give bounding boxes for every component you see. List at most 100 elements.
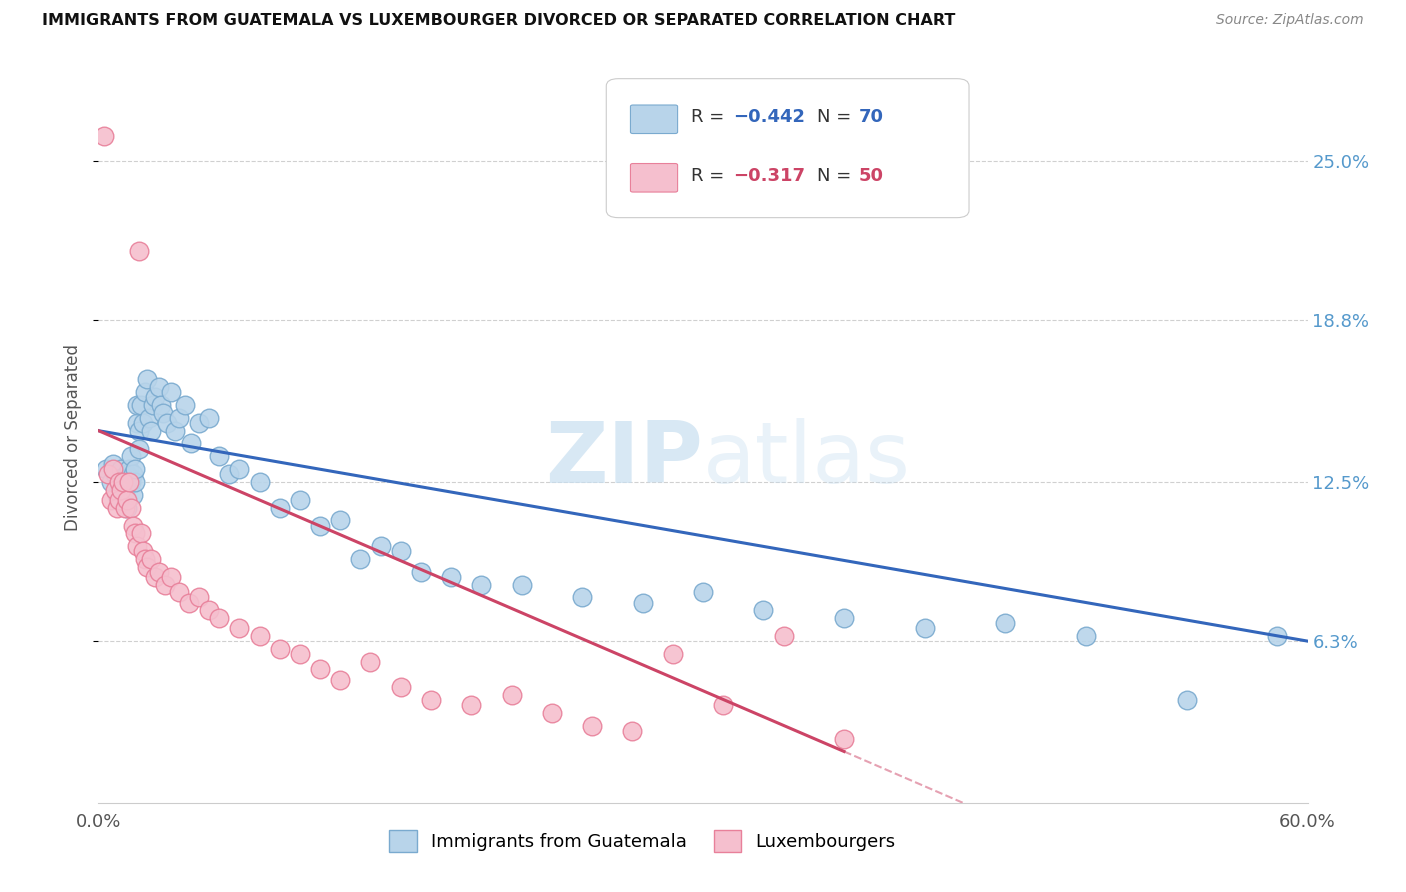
Point bbox=[125, 398, 148, 412]
Point bbox=[174, 398, 197, 412]
Point bbox=[121, 488, 143, 502]
Point bbox=[188, 416, 211, 430]
Point bbox=[135, 559, 157, 574]
Point bbox=[135, 372, 157, 386]
Point bbox=[621, 723, 644, 738]
Point bbox=[188, 591, 211, 605]
Point bbox=[103, 483, 125, 497]
Text: Source: ZipAtlas.com: Source: ZipAtlas.com bbox=[1216, 13, 1364, 28]
Point bbox=[1175, 693, 1198, 707]
Point bbox=[148, 380, 170, 394]
Point bbox=[96, 462, 118, 476]
Point bbox=[711, 698, 734, 713]
Point bbox=[103, 467, 125, 482]
Point bbox=[208, 611, 231, 625]
Point bbox=[111, 480, 134, 494]
Text: −0.442: −0.442 bbox=[734, 109, 806, 127]
Point bbox=[832, 731, 855, 746]
Point bbox=[288, 647, 311, 661]
Point bbox=[156, 416, 179, 430]
FancyBboxPatch shape bbox=[630, 105, 678, 134]
Point bbox=[107, 475, 129, 489]
Text: −0.317: −0.317 bbox=[734, 167, 806, 185]
Point bbox=[152, 406, 174, 420]
Point bbox=[129, 398, 152, 412]
Point bbox=[118, 475, 141, 489]
Point bbox=[167, 410, 190, 425]
Point bbox=[114, 491, 136, 505]
Text: 70: 70 bbox=[859, 109, 884, 127]
Text: R =: R = bbox=[690, 167, 730, 185]
Point bbox=[107, 492, 129, 507]
Point bbox=[409, 565, 432, 579]
Point bbox=[752, 603, 775, 617]
FancyBboxPatch shape bbox=[606, 78, 969, 218]
Point bbox=[132, 544, 155, 558]
Point bbox=[269, 641, 291, 656]
Point bbox=[100, 475, 122, 489]
Point bbox=[994, 616, 1017, 631]
Point bbox=[97, 467, 120, 482]
Point bbox=[118, 470, 141, 484]
Point bbox=[269, 500, 291, 515]
Point bbox=[105, 500, 128, 515]
Point bbox=[309, 518, 332, 533]
Point bbox=[389, 681, 412, 695]
Point bbox=[115, 492, 138, 507]
Point bbox=[288, 492, 311, 507]
Point bbox=[349, 552, 371, 566]
Point bbox=[120, 500, 142, 515]
Point bbox=[124, 475, 146, 489]
Point bbox=[661, 647, 683, 661]
Point bbox=[138, 410, 160, 425]
Point bbox=[148, 565, 170, 579]
Point bbox=[832, 611, 855, 625]
Point bbox=[460, 698, 482, 713]
Point bbox=[124, 462, 146, 476]
Point bbox=[118, 462, 141, 476]
Point bbox=[420, 693, 443, 707]
Point bbox=[370, 539, 392, 553]
FancyBboxPatch shape bbox=[630, 163, 678, 192]
Point bbox=[228, 621, 250, 635]
Point bbox=[581, 719, 603, 733]
Text: N =: N = bbox=[817, 167, 856, 185]
Point bbox=[93, 128, 115, 143]
Point bbox=[389, 544, 412, 558]
Point bbox=[121, 518, 143, 533]
Point bbox=[143, 570, 166, 584]
Point bbox=[198, 603, 221, 617]
Point bbox=[179, 596, 201, 610]
Point bbox=[101, 462, 124, 476]
Text: atlas: atlas bbox=[703, 417, 911, 500]
Point bbox=[115, 467, 138, 482]
Point bbox=[107, 475, 129, 489]
Point bbox=[143, 390, 166, 404]
Text: N =: N = bbox=[817, 109, 856, 127]
Point bbox=[571, 591, 593, 605]
Point bbox=[105, 488, 128, 502]
Point bbox=[208, 450, 231, 464]
Point bbox=[125, 539, 148, 553]
Point bbox=[120, 450, 142, 464]
Point bbox=[631, 596, 654, 610]
Point bbox=[540, 706, 562, 720]
Point bbox=[163, 424, 186, 438]
Point bbox=[329, 514, 352, 528]
Point bbox=[132, 416, 155, 430]
Point bbox=[360, 655, 382, 669]
Y-axis label: Divorced or Separated: Divorced or Separated bbox=[65, 343, 83, 531]
Point bbox=[160, 570, 183, 584]
Point bbox=[198, 410, 221, 425]
Point bbox=[772, 629, 794, 643]
Point bbox=[134, 552, 156, 566]
Point bbox=[110, 483, 132, 497]
Text: ZIP: ZIP bbox=[546, 417, 703, 500]
Point bbox=[1267, 629, 1289, 643]
Point bbox=[167, 585, 190, 599]
Text: R =: R = bbox=[690, 109, 730, 127]
Point bbox=[139, 552, 162, 566]
Point bbox=[125, 416, 148, 430]
Point bbox=[124, 526, 146, 541]
Point bbox=[1074, 629, 1097, 643]
